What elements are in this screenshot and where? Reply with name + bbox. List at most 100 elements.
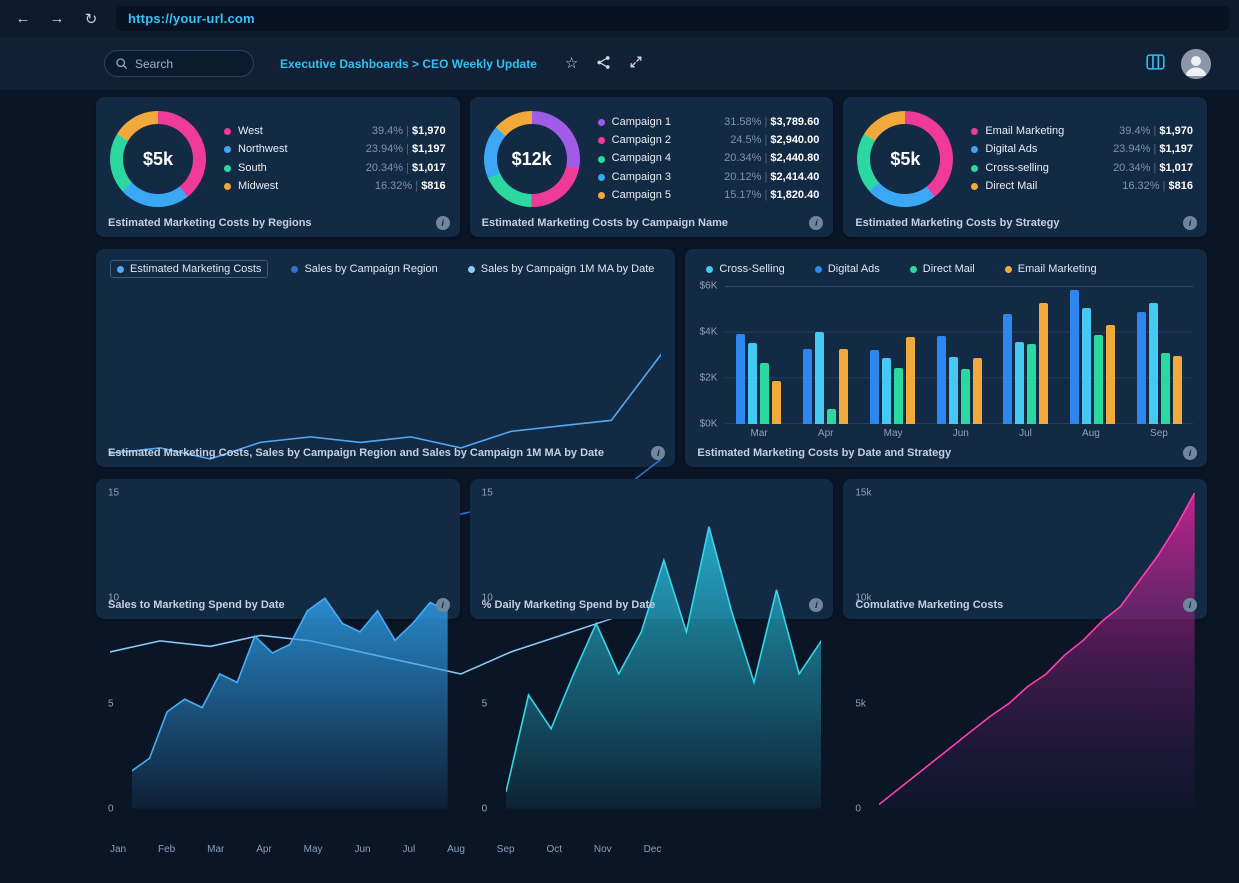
bar[interactable] <box>1106 324 1116 424</box>
bar-group <box>1003 287 1049 424</box>
chart-legend: Cross-Selling Digital Ads Direct Mail Email… <box>685 249 1207 280</box>
legend-item[interactable]: Direct Mail <box>903 260 982 278</box>
info-icon[interactable]: i <box>809 216 824 230</box>
info-icon[interactable]: i <box>435 598 450 612</box>
legend-item[interactable]: Sales by Campaign 1M MA by Date <box>461 260 662 278</box>
bar-chart[interactable] <box>725 286 1193 424</box>
card-daily-marketing-spend: 15 10 5 0 % Daily Marketing Spend by Date i <box>469 479 834 814</box>
legend-item[interactable]: Campaign 1 31.58% | $3,789.60 <box>597 116 819 129</box>
refresh-icon[interactable]: ↻ <box>84 10 98 28</box>
legend-item[interactable]: Digital Ads <box>808 260 887 278</box>
breadcrumb[interactable]: Executive Dashboards > CEO Weekly Update <box>280 56 537 71</box>
bar[interactable] <box>1039 303 1049 424</box>
bar[interactable] <box>972 357 982 424</box>
bar[interactable] <box>948 356 958 424</box>
bar[interactable] <box>869 349 879 424</box>
bar[interactable] <box>1137 312 1147 424</box>
bar[interactable] <box>736 333 746 424</box>
info-icon[interactable]: i <box>1183 216 1198 230</box>
back-icon[interactable]: ← <box>15 10 31 27</box>
legend-dot <box>224 146 231 154</box>
bar[interactable] <box>1082 307 1092 424</box>
bar[interactable] <box>905 337 915 424</box>
search-box[interactable] <box>104 50 254 77</box>
x-axis-label: Feb <box>158 844 176 856</box>
bar[interactable] <box>827 409 837 424</box>
donut-chart-regions[interactable] <box>110 111 206 207</box>
info-icon[interactable]: i <box>809 598 824 612</box>
search-input[interactable] <box>135 56 235 71</box>
bar[interactable] <box>772 380 782 424</box>
bar[interactable] <box>936 336 946 424</box>
legend-item[interactable]: Midwest 16.32% | $816 <box>224 180 446 193</box>
legend-dot <box>909 265 917 273</box>
legend-item[interactable]: South 20.34% | $1,017 <box>224 162 446 175</box>
header-right-actions <box>1146 48 1211 79</box>
dashboard: West 39.4% | $1,970 Northwest 23.94% | $1,1… <box>0 90 1239 855</box>
legend-item[interactable]: Northwest 23.94% | $1,197 <box>224 143 446 156</box>
bar[interactable] <box>748 342 758 424</box>
legend-dot <box>117 265 124 273</box>
legend-item[interactable]: Email Marketing <box>998 260 1104 278</box>
y-axis-label: 10k <box>855 592 872 604</box>
layout-columns-icon[interactable] <box>1146 54 1165 73</box>
url-text: https://your-url.com <box>128 11 255 26</box>
legend-item[interactable]: Cross-selling 20.34% | $1,017 <box>971 162 1193 175</box>
bar[interactable] <box>881 357 891 424</box>
x-axis-label: Apr <box>817 428 834 439</box>
legend-dot <box>597 155 605 163</box>
bar[interactable] <box>1149 303 1159 424</box>
bar[interactable] <box>1015 341 1025 424</box>
legend-value: 16.32% | $816 <box>374 179 446 192</box>
info-icon[interactable]: i <box>1183 598 1198 612</box>
bar[interactable] <box>815 331 825 424</box>
bar[interactable] <box>839 348 849 424</box>
legend-dot <box>971 146 979 154</box>
donut-chart-strategy[interactable] <box>857 111 954 207</box>
legend-item[interactable]: Digital Ads 23.94% | $1,197 <box>971 143 1193 156</box>
bar[interactable] <box>1027 344 1037 424</box>
avatar[interactable] <box>1181 48 1211 79</box>
share-icon[interactable] <box>596 55 611 73</box>
legend-item[interactable]: Campaign 5 15.17% | $1,820.40 <box>597 189 819 202</box>
area-chart[interactable] <box>132 493 448 809</box>
x-axis-label: Oct <box>546 844 563 856</box>
bar[interactable] <box>1173 355 1183 424</box>
bar[interactable] <box>1161 353 1171 424</box>
x-axis-label: Jun <box>354 844 371 856</box>
y-axis-label: 5 <box>481 698 488 710</box>
url-bar[interactable]: https://your-url.com <box>116 6 1229 31</box>
favorite-star-icon[interactable]: ☆ <box>564 55 579 72</box>
area-chart[interactable] <box>505 493 822 809</box>
bar[interactable] <box>1003 314 1013 424</box>
donut-chart-campaigns[interactable] <box>483 111 580 207</box>
bar[interactable] <box>1070 290 1080 424</box>
legend-item[interactable]: Campaign 3 20.12% | $2,414.40 <box>597 171 819 184</box>
browser-toolbar: ← → ↻ https://your-url.com <box>0 0 1239 37</box>
area-chart[interactable] <box>879 493 1196 809</box>
info-icon[interactable]: i <box>1183 446 1197 460</box>
card-title: Estimated Marketing Costs, Sales by Camp… <box>108 447 604 459</box>
legend-item[interactable]: Campaign 4 20.34% | $2,440.80 <box>597 152 819 165</box>
bar[interactable] <box>1094 334 1104 424</box>
bar[interactable] <box>760 363 770 424</box>
legend-item[interactable]: West 39.4% | $1,970 <box>224 125 446 138</box>
info-icon[interactable]: i <box>651 446 666 460</box>
legend-item[interactable]: Direct Mail 16.32% | $816 <box>971 180 1193 193</box>
y-axis-label: 15 <box>481 487 493 499</box>
bar[interactable] <box>960 369 970 424</box>
fullscreen-expand-icon[interactable] <box>629 55 643 72</box>
legend-label: Midwest <box>238 179 279 192</box>
x-axis-label: Apr <box>256 844 272 856</box>
legend-item[interactable]: Estimated Marketing Costs <box>110 260 269 278</box>
forward-icon[interactable]: → <box>49 10 65 27</box>
legend-item[interactable]: Email Marketing 39.4% | $1,970 <box>971 125 1193 138</box>
legend-item[interactable]: Cross-Selling <box>699 260 791 278</box>
legend-item[interactable]: Campaign 2 24.5% | $2,940.00 <box>597 134 819 147</box>
legend-item[interactable]: Sales by Campaign Region <box>284 260 444 278</box>
bar[interactable] <box>803 348 813 424</box>
info-icon[interactable]: i <box>435 216 450 230</box>
x-axis-label: Aug <box>1082 428 1100 439</box>
legend-label: Cross-selling <box>985 161 1049 174</box>
bar[interactable] <box>893 368 903 424</box>
